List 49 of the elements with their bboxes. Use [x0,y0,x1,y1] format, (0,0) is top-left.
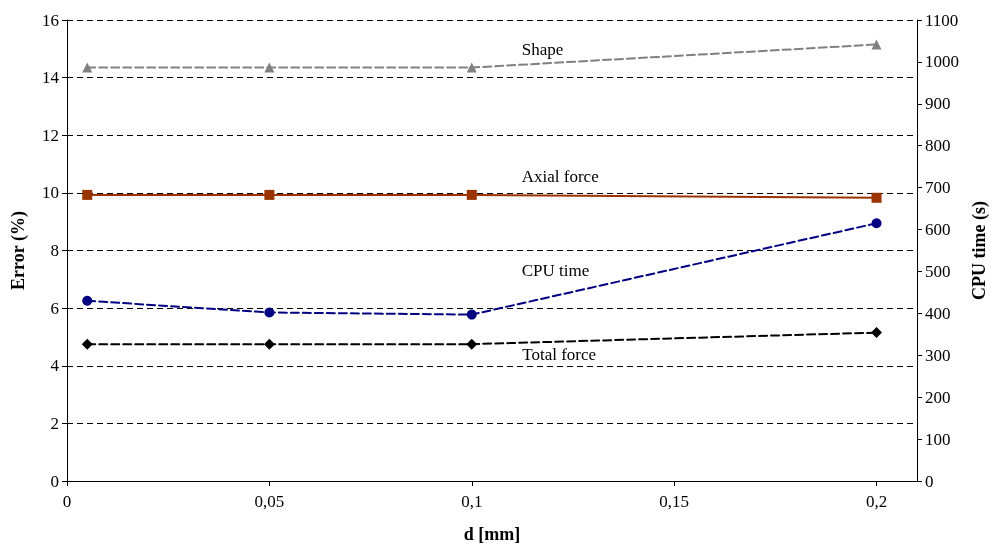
series-label: Axial force [521,167,599,187]
y-tick-label: 12 [42,125,59,145]
y-tick-label: 10 [42,183,59,203]
series-label: Total force [522,344,597,364]
x-axis-title: d [mm] [463,524,521,544]
point [871,39,882,50]
point [82,189,93,200]
point [466,309,477,320]
y2-tick-label: 900 [925,94,951,114]
y-tick-label: 16 [42,10,59,30]
point [264,189,275,200]
y-tick-label: 4 [50,356,60,376]
y2-tick-label: 600 [925,220,951,240]
x-tick-label: 0,1 [461,492,483,511]
point [871,192,882,203]
y2-tick-label: 500 [925,261,951,281]
y2-tick-label: 1100 [925,10,959,30]
x-tick-label: 0,2 [865,492,888,511]
y2-tick-label: 1000 [925,52,959,72]
point [264,62,275,73]
y-tick-label: 2 [50,413,59,433]
y2-tick-label: 800 [925,136,951,156]
point [871,327,883,339]
point [466,62,477,73]
y2-tick-label: 200 [925,387,951,407]
series-label: CPU time [521,261,590,281]
y-tick-label: 6 [50,298,59,318]
point [263,338,275,350]
y2-axis-title: CPU time (s) [968,201,990,300]
x-tick-label: 0,15 [659,492,690,511]
y2-tick-label: 300 [925,345,951,365]
y2-tick-label: 700 [925,178,951,198]
x-tick-label: 0 [62,492,72,511]
x-tick-label: 0,05 [254,492,285,511]
series-label: Shape [521,40,564,60]
y2-tick-label: 0 [925,471,934,491]
y-tick-label: 14 [42,68,60,88]
point [82,62,93,73]
point [466,189,477,200]
point [871,218,882,229]
y-tick-label: 0 [50,471,59,491]
point [264,307,275,318]
y-tick-label: 8 [50,241,59,260]
y-axis-title: Error (%) [8,211,29,290]
point [466,338,478,350]
y2-tick-label: 100 [925,429,951,449]
y2-tick-label: 400 [925,303,951,323]
point [82,295,93,306]
point [81,338,93,350]
